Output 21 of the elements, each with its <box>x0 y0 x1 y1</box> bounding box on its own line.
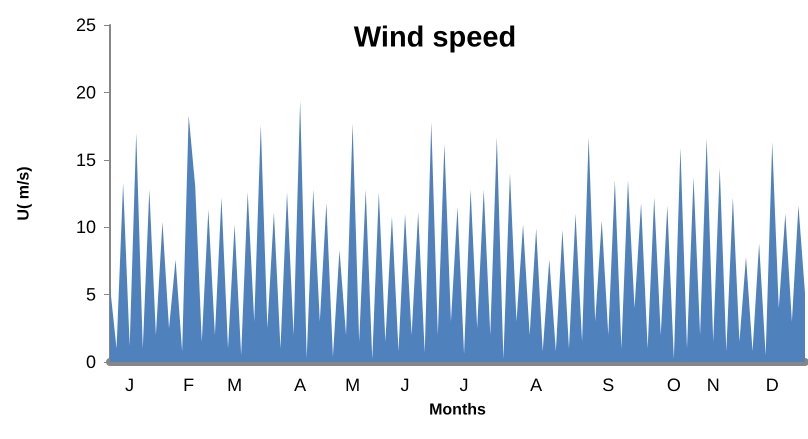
x-tick-label: F <box>183 375 194 395</box>
x-tick-label: J <box>400 375 410 395</box>
y-tick-label: 10 <box>76 217 96 238</box>
x-tick-label: M <box>227 375 242 395</box>
y-tick-label: 5 <box>86 284 96 305</box>
x-tick-label: S <box>602 375 614 395</box>
x-tick-label: J <box>460 375 469 395</box>
x-tick-label: M <box>345 375 360 395</box>
x-axis-title: Months <box>429 402 486 418</box>
y-axis-title: U( m/s) <box>16 166 32 221</box>
x-tick-label: J <box>125 375 134 395</box>
y-tick-label: 25 <box>76 15 96 35</box>
x-tick-label: A <box>530 375 542 395</box>
x-tick-label: D <box>766 375 779 395</box>
x-tick-label: N <box>706 375 720 395</box>
chart-title: Wind speed <box>354 22 516 54</box>
y-tick-label: 20 <box>76 82 96 102</box>
x-tick-label: A <box>294 375 306 395</box>
y-tick-label: 0 <box>86 352 96 372</box>
x-tick-label: O <box>666 375 681 395</box>
y-tick-label: 15 <box>76 150 96 170</box>
